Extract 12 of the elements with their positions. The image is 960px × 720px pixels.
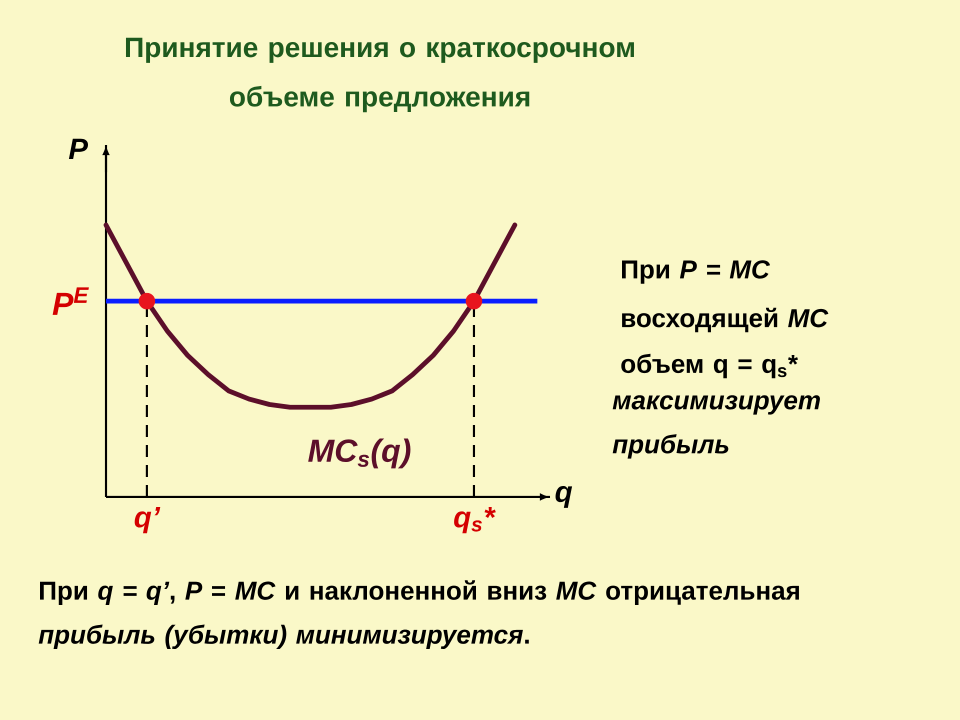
text: максимизирует прибыль [612, 395, 820, 459]
x-tick-label: q$_{s}$* [454, 507, 496, 534]
ref-line-label: P$^{E}$ [52, 287, 89, 315]
x-tick-label: q’ [134, 507, 160, 534]
text: При P = MC [622, 260, 770, 284]
text: восходящей MC [622, 308, 828, 332]
series-label: MC$_{s}$(q) [308, 438, 410, 468]
text: При q = q’, P = MC и наклоненной вниз MC отрицательная прибыль (убытки) минимизируется. [38, 580, 799, 649]
x-axis-title: q [556, 486, 572, 508]
y-axis-title: P [68, 138, 88, 159]
chart-title: Принятие решения о краткосрочном объеме предложения [126, 38, 634, 112]
text: объем q = q$_{s}$* [621, 354, 798, 378]
